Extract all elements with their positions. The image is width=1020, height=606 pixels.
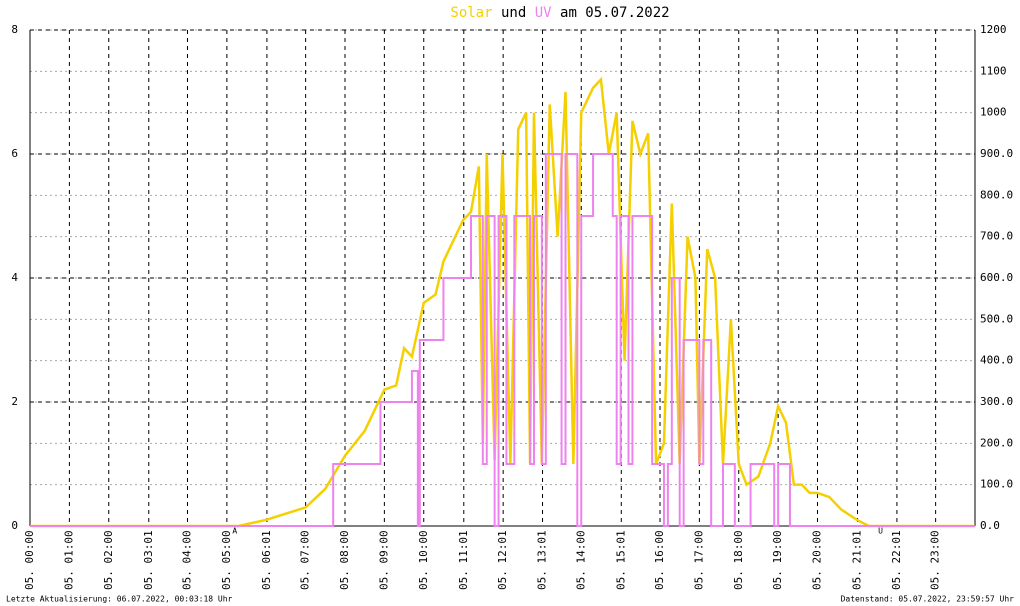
chart-title: Solar und UV am 05.07.2022 <box>450 5 669 21</box>
footer-left: Letzte Aktualisierung: 06.07.2022, 00:03… <box>6 595 233 604</box>
x-tick-label: 05. 14:00 <box>574 530 587 590</box>
x-tick-label: 05. 19:00 <box>771 530 784 590</box>
x-tick-label: 05. 22:01 <box>890 530 903 590</box>
x-tick-label: 05. 18:00 <box>732 530 745 590</box>
x-tick-label: 05. 23:00 <box>929 530 942 590</box>
x-tick-label: 05. 08:00 <box>338 530 351 590</box>
y2-tick-label: 300.0 <box>980 395 1013 408</box>
x-tick-label: 05. 04:00 <box>181 530 194 590</box>
x-tick-label: 05. 13:01 <box>536 530 549 590</box>
y2-tick-label: 100.0 <box>980 478 1013 491</box>
y2-tick-label: 1200 <box>980 23 1007 36</box>
y-tick-label: 2 <box>11 395 18 408</box>
y2-tick-label: 200.0 <box>980 436 1013 449</box>
x-tick-label: 05. 12:01 <box>496 530 509 590</box>
x-tick-label: 05. 21:01 <box>851 530 864 590</box>
x-tick-label: 05. 02:00 <box>102 530 115 590</box>
x-tick-label: 05. 00:00 <box>23 530 36 590</box>
y2-tick-label: 1100 <box>980 64 1007 77</box>
title-connector: und <box>501 5 526 21</box>
x-tick-label: 05. 01:00 <box>62 530 75 590</box>
y2-tick-label: 800.0 <box>980 188 1013 201</box>
series-line <box>30 153 975 527</box>
x-tick-label: 05. 15:01 <box>614 530 627 590</box>
x-tick-label: 05. 17:00 <box>692 530 705 590</box>
y2-tick-label: 0.0 <box>980 519 1000 532</box>
y-tick-label: 8 <box>11 23 18 36</box>
annotation: U <box>878 527 883 536</box>
x-tick-label: 05. 10:00 <box>417 530 430 590</box>
x-tick-label: 05. 03:01 <box>142 530 155 590</box>
y2-tick-label: 700.0 <box>980 230 1013 243</box>
y2-tick-label: 500.0 <box>980 312 1013 325</box>
x-tick-label: 05. 05:00 <box>220 530 233 590</box>
footer-right: Datenstand: 05.07.2022, 23:59:57 Uhr <box>841 595 1015 604</box>
title-uv: UV <box>535 5 552 21</box>
y2-tick-label: 400.0 <box>980 354 1013 367</box>
x-tick-label: 05. 20:00 <box>811 530 824 590</box>
x-tick-label: 05. 16:00 <box>653 530 666 590</box>
x-tick-label: 05. 11:01 <box>457 530 470 590</box>
y-tick-label: 4 <box>11 271 18 284</box>
series-line <box>30 76 975 528</box>
y-tick-label: 6 <box>11 147 18 160</box>
y2-tick-label: 1000 <box>980 106 1007 119</box>
x-tick-label: 05. 09:00 <box>377 530 390 590</box>
y2-tick-label: 600.0 <box>980 271 1013 284</box>
y2-tick-label: 900.0 <box>980 147 1013 160</box>
annotation: A <box>232 527 237 536</box>
title-suffix: am 05.07.2022 <box>560 5 670 21</box>
title-solar: Solar <box>450 5 492 21</box>
x-tick-label: 05. 07:00 <box>299 530 312 590</box>
x-tick-label: 05. 06:01 <box>260 530 273 590</box>
y-tick-label: 0 <box>11 519 18 532</box>
